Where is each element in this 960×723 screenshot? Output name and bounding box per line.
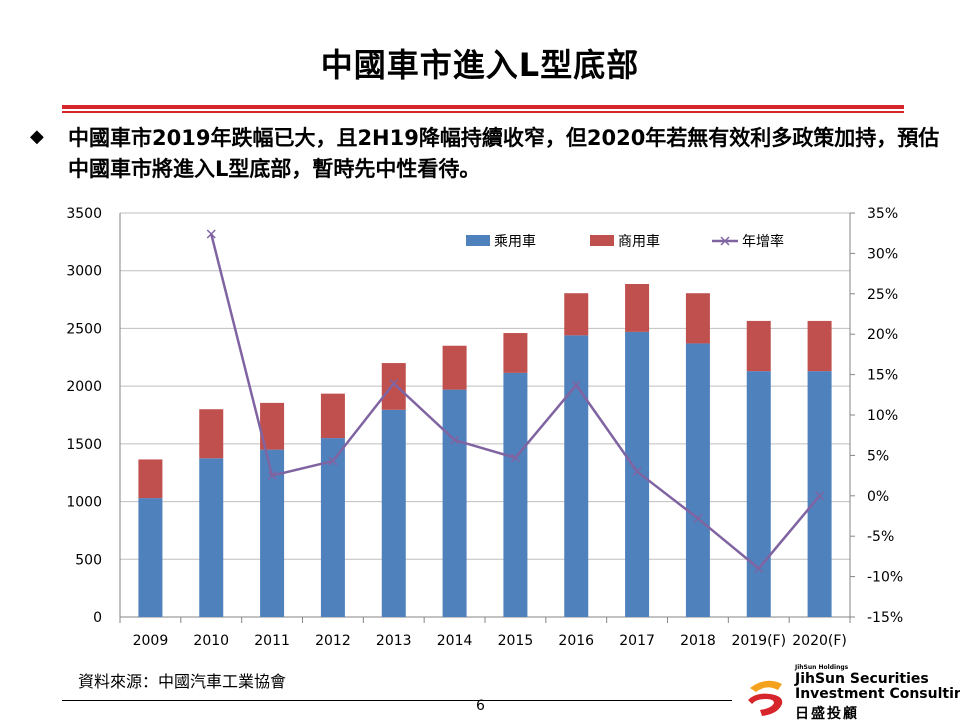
growth-marker [632,467,642,477]
y-right-tick-label: -15% [867,610,903,626]
legend-label-growth: 年增率 [742,233,784,250]
y-left-tick-label: 0 [93,610,102,626]
y-left-tick-label: 500 [75,552,102,568]
growth-marker [815,491,825,501]
bullet-text: 中國車市2019年跌幅已大，且2H19降幅持續收窄，但2020年若無有效利多政策… [68,126,940,181]
y-left-tick-label: 2500 [66,321,102,337]
bar-passenger [138,498,163,617]
logo-chinese: 日盛投顧 [795,706,859,722]
bar-passenger [807,371,832,617]
growth-marker [510,453,520,463]
bar-commercial [746,320,771,372]
legend-swatch-passenger [466,235,490,246]
company-logo: JihSun Holdings JihSun Securities Invest… [742,664,960,722]
legend-swatch-commercial [590,235,614,246]
y-right-tick-label: 35% [867,206,898,222]
y-right-tick-label: 25% [867,287,898,303]
y-right-tick-label: -5% [867,529,894,545]
x-tick-label: 2013 [376,633,412,649]
growth-marker [389,378,399,389]
legend-marker-growth [720,236,730,246]
growth-marker [754,563,764,574]
title-divider [62,105,904,109]
bar-commercial [625,283,650,332]
y-right-tick-label: 30% [867,246,898,262]
legend-label-commercial: 商用車 [618,233,660,250]
growth-marker [450,435,460,445]
bar-commercial [199,409,224,459]
bar-passenger [625,331,650,617]
title-divider-thin [62,111,904,113]
x-tick-label: 2010 [193,633,229,649]
bar-passenger [442,389,467,617]
bar-commercial [138,459,163,499]
legend-label-passenger: 乘用車 [494,233,536,250]
x-tick-label: 2018 [680,633,716,649]
bar-passenger [564,335,589,617]
bar-passenger [320,438,345,617]
y-right-tick-label: 0% [867,489,889,505]
x-tick-label: 2014 [437,633,473,649]
y-left-tick-label: 1500 [66,437,102,453]
sales-chart: 0 500 1000 1500 2000 2500 3000 3500 -15% -10% -5% 0… [66,206,903,649]
bar-commercial [564,293,589,336]
logo-line2: Investment Consulting [795,686,960,702]
page-number: 6 [476,698,485,714]
growth-marker [206,229,216,239]
y-left-tick-label: 1000 [66,495,102,511]
bar-commercial [381,363,406,410]
data-source: 資料來源：中國汽車工業協會 [78,672,287,691]
x-tick-label: 2011 [254,633,290,649]
bar-commercial [320,393,345,439]
x-tick-label: 2012 [315,633,351,649]
bar-commercial [807,320,832,372]
y-right-tick-label: 20% [867,327,898,343]
jihsun-logo-icon [748,680,783,716]
y-left-tick-label: 3500 [66,206,102,222]
diamond-bullet-icon: ◆ [30,126,44,147]
bar-passenger [685,343,710,617]
x-tick-label: 2019(F) [731,633,786,649]
bar-passenger [260,449,285,617]
page-title: 中國車市進入L型底部 [320,46,640,84]
y-right-tick-label: -10% [867,570,903,586]
growth-marker [571,380,581,390]
x-tick-label: 2009 [133,633,169,649]
growth-marker [267,471,277,481]
bar-passenger [381,409,406,617]
footer-divider [62,700,732,701]
growth-marker [693,513,703,523]
bar-passenger [199,458,224,617]
bar-commercial [685,293,710,344]
y-right-tick-label: 15% [867,368,898,384]
bar-commercial [442,345,467,390]
bar-passenger [746,371,771,617]
x-tick-label: 2015 [498,633,534,649]
y-left-tick-label: 2000 [66,379,102,395]
x-tick-label: 2016 [558,633,594,649]
logo-line1: JihSun Securities [795,671,929,687]
growth-marker [328,456,338,466]
logo-holdings-text: JihSun Holdings [795,664,849,671]
x-tick-label: 2020(F) [792,633,847,649]
y-left-tick-label: 3000 [66,264,102,280]
bar-commercial [503,333,528,373]
bar-passenger [503,372,528,617]
x-tick-label: 2017 [619,633,655,649]
y-right-tick-label: 5% [867,448,889,464]
y-right-tick-label: 10% [867,408,898,424]
